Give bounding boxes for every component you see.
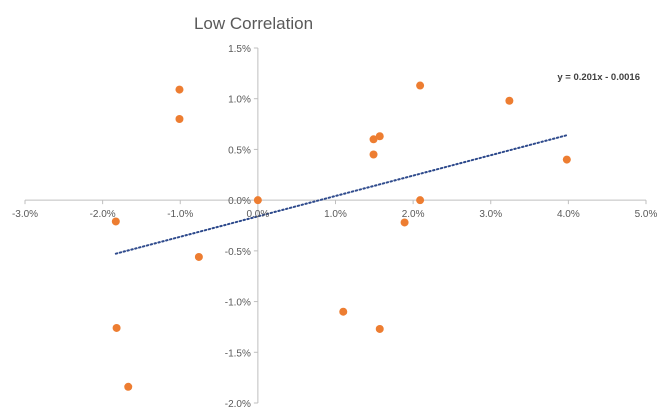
chart-title: Low Correlation xyxy=(193,14,314,33)
x-tick-label: 3.0% xyxy=(479,209,502,220)
data-point xyxy=(175,115,184,123)
y-tick-label: -2.0% xyxy=(225,399,251,410)
x-tick-label: 4.0% xyxy=(557,209,580,220)
y-tick-label: -1.0% xyxy=(225,298,251,309)
data-point xyxy=(111,217,120,226)
data-point xyxy=(175,85,184,94)
data-point xyxy=(416,81,425,90)
data-point xyxy=(400,218,409,227)
data-points xyxy=(111,81,571,391)
data-point xyxy=(562,155,571,164)
y-tick-label: -0.5% xyxy=(225,247,251,258)
y-tick-label: 1.5% xyxy=(228,44,251,55)
x-tick-label: -2.0% xyxy=(90,209,116,220)
data-point xyxy=(375,132,384,141)
data-point xyxy=(505,96,514,105)
x-tick-label: 1.0% xyxy=(324,209,347,220)
tick-labels: -3.0% -2.0% -1.0% 0.0% 1.0% 2.0% 3.0% 4.0% 5.0% 1… xyxy=(12,44,658,410)
x-tick-label: -3.0% xyxy=(12,209,38,220)
data-point xyxy=(375,324,384,333)
data-point xyxy=(369,150,378,159)
data-point xyxy=(194,252,203,261)
data-point xyxy=(112,323,121,332)
x-tick-label: 5.0% xyxy=(635,209,658,220)
y-tick-label: 0.0% xyxy=(228,196,251,207)
trendline-group xyxy=(114,134,568,255)
axes xyxy=(24,47,647,404)
data-point xyxy=(124,382,133,391)
data-point xyxy=(339,307,348,316)
trendline-equation: y = 0.201x - 0.0016 xyxy=(557,72,640,83)
x-tick-label: 0.0% xyxy=(246,209,269,220)
y-tick-label: -1.5% xyxy=(225,348,251,359)
trendline xyxy=(114,134,568,255)
x-tick-label: -1.0% xyxy=(167,209,193,220)
data-point xyxy=(369,135,378,144)
data-point xyxy=(253,196,262,205)
x-tick-label: 2.0% xyxy=(402,209,425,220)
data-point xyxy=(416,196,425,205)
y-tick-label: 1.0% xyxy=(228,95,251,106)
y-tick-label: 0.5% xyxy=(228,145,251,156)
